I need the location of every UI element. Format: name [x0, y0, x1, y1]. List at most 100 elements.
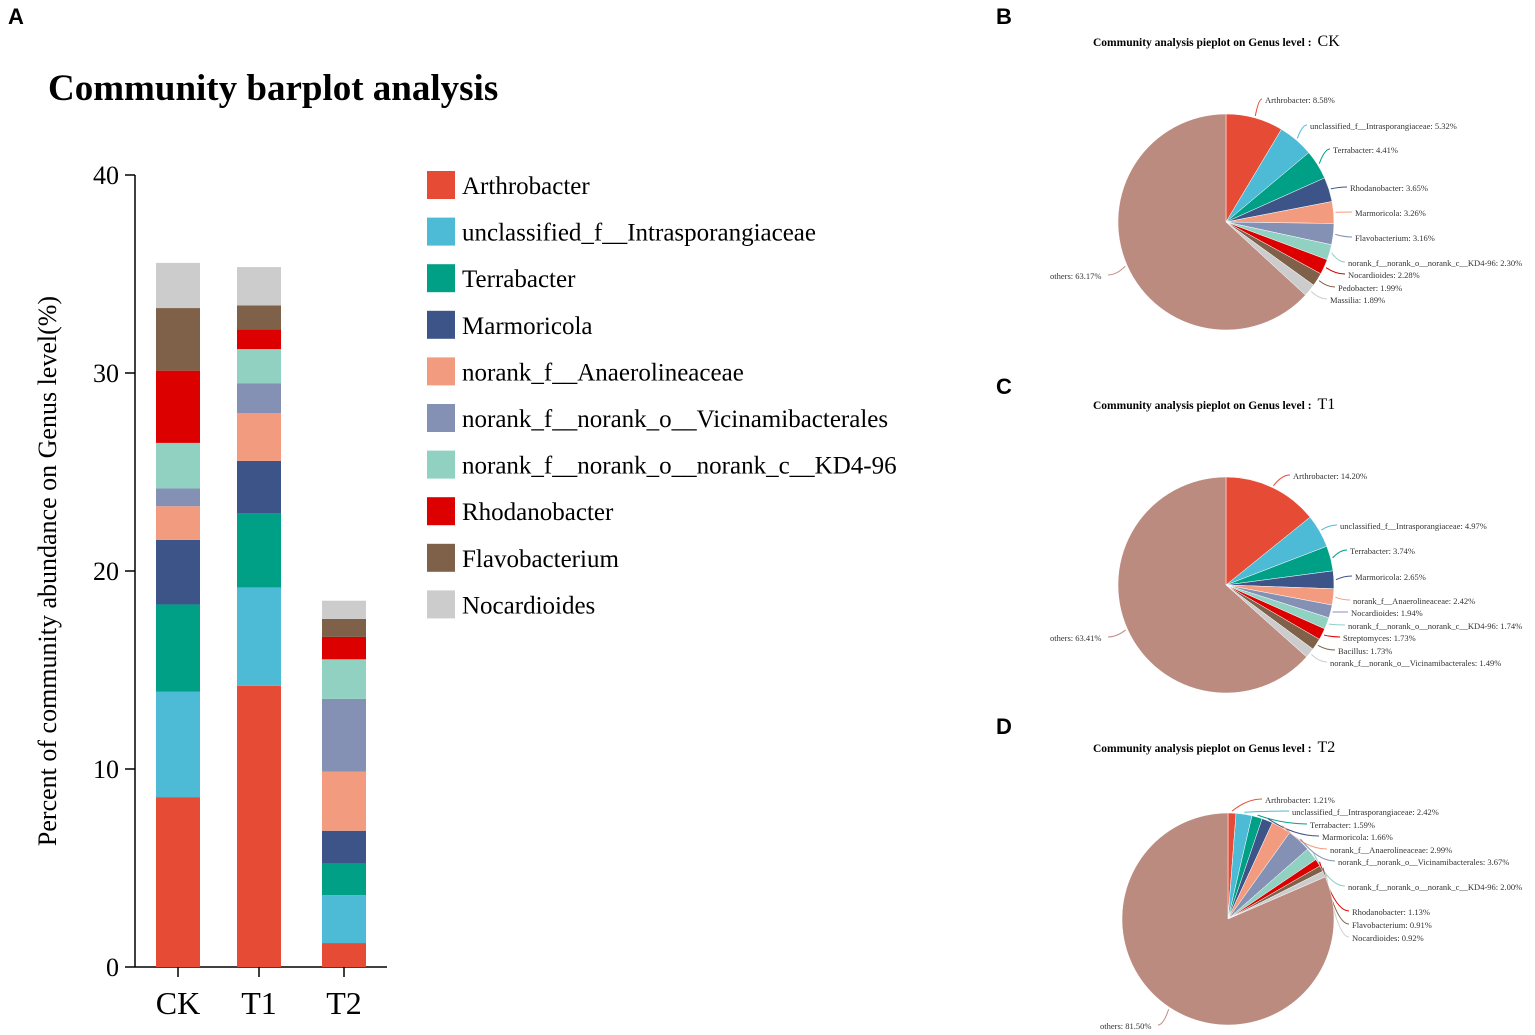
pie-slice-label: norank_f__norank_o__norank_c__KD4-96: 2.…	[1348, 258, 1522, 268]
legend-swatch	[427, 497, 455, 526]
chart-title: Community barplot analysis	[48, 68, 498, 109]
pie-slice	[1117, 113, 1306, 331]
pie-leader-line	[1281, 825, 1328, 850]
pie-title-sample: CK	[1318, 33, 1341, 50]
legend-swatch	[427, 310, 455, 339]
pie-slice-label: Arthrobacter: 14.20%	[1293, 471, 1367, 481]
pie-slice-label: Arthrobacter: 1.21%	[1265, 795, 1335, 805]
pie-leader-line	[1267, 818, 1320, 837]
bar-segment	[156, 506, 200, 540]
bar-segment	[237, 349, 281, 384]
pie-title-text: Community analysis pieplot on Genus leve…	[1093, 743, 1312, 755]
pie-slice-label: unclassified_f__Intrasporangiaceae: 5.32…	[1310, 121, 1457, 131]
bar-segment	[237, 460, 281, 514]
pie-leader-line	[1321, 524, 1338, 531]
legend-swatch	[427, 590, 455, 619]
bar-segment	[237, 305, 281, 330]
bar-segment	[322, 600, 366, 619]
bar-segment	[156, 308, 200, 371]
pie-leader-line	[1231, 798, 1263, 812]
pie-slice-label: unclassified_f__Intrasporangiaceae: 2.42…	[1292, 807, 1439, 817]
y-tick-label: 0	[106, 953, 119, 982]
pie-slice-label: Pedobacter: 1.99%	[1338, 283, 1402, 293]
legend-swatch	[427, 543, 455, 572]
bar-segment	[237, 329, 281, 350]
pie-leader-line	[1335, 233, 1353, 238]
pie-title: Community analysis pieplot on Genus leve…	[1093, 739, 1335, 756]
bar-segment	[322, 943, 366, 967]
pie-slice-label: Marmoricola: 1.66%	[1322, 832, 1393, 842]
legend-swatch	[427, 264, 455, 293]
pie-slice-label: Terrabacter: 4.41%	[1333, 145, 1398, 155]
pie-leader-line	[1254, 98, 1263, 117]
pie-slice-label: norank_f__Anaerolineaceae: 2.99%	[1330, 845, 1452, 855]
bar-segment	[237, 412, 281, 461]
pie-leader-line	[1319, 861, 1350, 912]
pie-slice-label: Terrabacter: 1.59%	[1310, 820, 1375, 830]
pie-slice-label: Massilia: 1.89%	[1330, 295, 1385, 305]
bar-segment	[322, 659, 366, 699]
pie-leader-line	[1335, 596, 1351, 601]
legend-entry: Marmoricola	[462, 313, 593, 340]
y-axis-label: Percent of community abundance on Genus …	[33, 296, 62, 846]
pie-title: Community analysis pieplot on Genus leve…	[1093, 33, 1340, 50]
bar-segment	[322, 771, 366, 831]
panel-label-A: A	[8, 4, 24, 29]
y-tick-label: 40	[93, 161, 119, 190]
panel-label-B: B	[996, 4, 1012, 29]
legend-entry: Nocardioides	[462, 592, 595, 619]
pie-leader-line	[1332, 549, 1348, 559]
legend-entry: unclassified_f__Intrasporangiaceae	[462, 220, 816, 247]
legend-entry: norank_f__norank_o__norank_c__KD4-96	[462, 453, 897, 480]
bar-segment	[156, 691, 200, 798]
bar-segment	[237, 513, 281, 588]
pie-slice-label: unclassified_f__Intrasporangiaceae: 4.97…	[1340, 521, 1487, 531]
legend-swatch	[427, 450, 455, 479]
pie-slice-label: Nocardioides: 2.28%	[1348, 270, 1420, 280]
legend-swatch	[427, 357, 455, 386]
pie-title-text: Community analysis pieplot on Genus leve…	[1093, 400, 1312, 412]
x-tick-label: T1	[241, 985, 277, 1021]
x-tick-label: T2	[326, 985, 362, 1021]
pie-slice-label: Flavobacterium: 3.16%	[1355, 233, 1435, 243]
pie-leader-line	[1317, 644, 1336, 651]
legend-entry: Terrabacter	[462, 266, 576, 293]
bar-segment	[322, 895, 366, 944]
bar-segment	[156, 488, 200, 507]
pie-leader-line	[1330, 186, 1348, 190]
bar-segment	[322, 636, 366, 660]
bar-segment	[322, 618, 366, 637]
pie-leader-line	[1107, 629, 1126, 638]
pie-title-sample: T1	[1318, 396, 1336, 413]
bar-segment	[237, 383, 281, 413]
pie-slice-label: Terrabacter: 3.74%	[1350, 546, 1415, 556]
bar-segment	[237, 685, 281, 967]
panel-label-C: C	[996, 374, 1012, 399]
bar-segment	[156, 370, 200, 443]
pie-title-sample: T2	[1318, 739, 1336, 756]
pie-slice-label: others: 63.41%	[1050, 633, 1101, 643]
legend-swatch	[427, 171, 455, 199]
pie-chart-C: Community analysis pieplot on Genus leve…	[1050, 396, 1522, 694]
pie-leader-line	[1257, 814, 1308, 825]
pie-leader-line	[1318, 280, 1336, 288]
bar-segment	[322, 863, 366, 896]
panel-label-D: D	[996, 714, 1012, 739]
pie-chart-D: Community analysis pieplot on Genus leve…	[1093, 739, 1522, 1031]
pie-leader-line	[1318, 148, 1331, 164]
pie-leader-line	[1313, 852, 1346, 887]
bar-segment	[237, 267, 281, 306]
pie-slice-label: Nocardioides: 1.94%	[1351, 608, 1423, 618]
x-tick-label: CK	[156, 985, 200, 1021]
pie-title: Community analysis pieplot on Genus leve…	[1093, 396, 1335, 413]
pie-slice-label: Marmoricola: 2.65%	[1355, 572, 1426, 582]
bar-segment	[156, 604, 200, 692]
pie-slice	[1121, 812, 1335, 1026]
pie-leader-line	[1273, 474, 1291, 487]
pie-leader-line	[1296, 124, 1308, 139]
bar-segment	[156, 262, 200, 309]
bar-segment	[156, 539, 200, 605]
pie-leader-line	[1157, 1009, 1170, 1026]
y-tick-label: 30	[93, 359, 119, 388]
y-tick-label: 10	[93, 755, 119, 784]
